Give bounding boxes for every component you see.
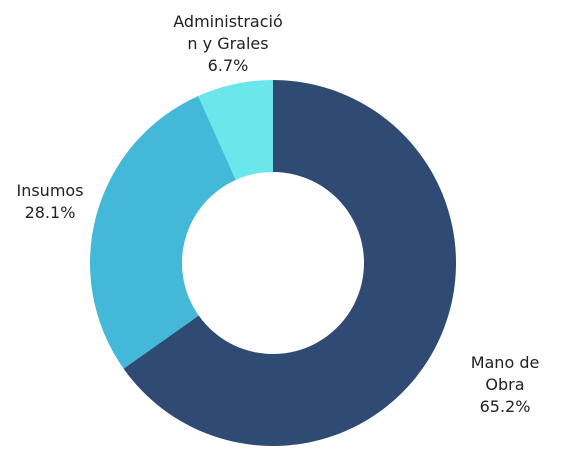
slice (198, 80, 273, 180)
slice-label: Mano de Obra 65.2% (469, 352, 541, 418)
value-label: 65.2% (479, 397, 531, 416)
slice (123, 80, 456, 446)
slice-label: Insumos 28.1% (16, 180, 83, 224)
slice (89, 95, 236, 369)
category-label: Administració n y Grales (173, 12, 283, 53)
value-label: 28.1% (24, 203, 76, 222)
category-label: Insumos (16, 181, 84, 200)
value-label: 6.7% (207, 56, 249, 75)
slice-label: Administració n y Grales 6.7% (173, 11, 282, 77)
category-label: Mano de Obra (470, 353, 540, 394)
